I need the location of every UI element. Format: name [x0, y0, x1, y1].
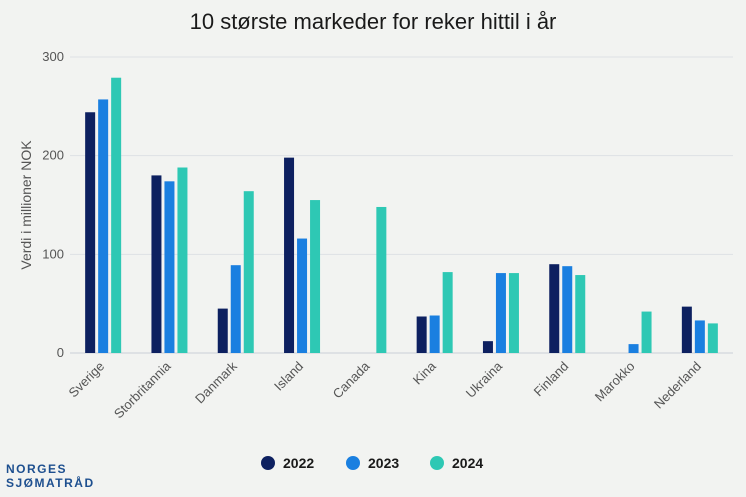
y-axis-label: Verdi i millioner NOK	[18, 140, 34, 270]
y-tick-label: 300	[42, 49, 64, 64]
x-tick-label: Ukraina	[463, 358, 506, 401]
bar-island-2022	[284, 157, 295, 353]
bar-island-2024	[310, 200, 321, 353]
bar-storbritannia-2023	[164, 181, 175, 353]
norges-sjomatrad-logo: NORGES SJØMATRÅD	[6, 462, 95, 490]
bar-nederland-2022	[681, 306, 692, 353]
legend-marker-2022	[261, 456, 275, 470]
bar-finland-2023	[562, 266, 573, 353]
legend-label-2023: 2023	[368, 455, 399, 471]
bar-storbritannia-2022	[151, 175, 162, 353]
legend-marker-2024	[430, 456, 444, 470]
bar-ukraina-2023	[495, 273, 506, 353]
x-tick-label: Nederland	[651, 359, 704, 412]
bar-kina-2022	[416, 316, 427, 353]
logo-line-2: SJØMATRÅD	[6, 476, 95, 490]
bar-marokko-2023	[628, 344, 639, 353]
x-tick-label: Danmark	[192, 358, 240, 406]
x-tick-label: Finland	[531, 359, 572, 400]
x-tick-label: Storbritannia	[111, 358, 174, 421]
logo-line-1: NORGES	[6, 462, 68, 476]
bar-sverige-2024	[111, 77, 122, 353]
bar-kina-2024	[442, 272, 453, 353]
legend-marker-2023	[346, 456, 360, 470]
x-tick-label: Island	[271, 359, 306, 394]
bar-island-2023	[297, 238, 308, 353]
legend-label-2022: 2022	[283, 455, 314, 471]
bar-nederland-2023	[694, 320, 705, 353]
bar-sverige-2023	[98, 99, 109, 353]
bar-kina-2023	[429, 315, 440, 353]
x-tick-label: Canada	[330, 358, 373, 401]
y-tick-label: 100	[42, 246, 64, 261]
bar-ukraina-2022	[482, 341, 493, 353]
y-tick-label: 200	[42, 148, 64, 163]
bar-danmark-2023	[230, 265, 241, 353]
x-tick-label: Kina	[410, 358, 440, 388]
bar-finland-2022	[549, 264, 560, 353]
y-tick-label: 0	[57, 345, 64, 360]
x-axis-ticks: Sverige Storbritannia Danmark Island Canada K…	[65, 358, 703, 421]
legend: 2022 2023 2024	[261, 455, 483, 471]
bar-sverige-2022	[85, 112, 96, 354]
bar-canada-2024	[376, 206, 387, 353]
bar-danmark-2022	[217, 308, 228, 353]
bar-nederland-2024	[707, 323, 718, 353]
legend-label-2024: 2024	[452, 455, 483, 471]
x-tick-label: Sverige	[65, 359, 107, 401]
bar-ukraina-2024	[508, 273, 519, 353]
bar-finland-2024	[575, 275, 586, 353]
x-tick-label: Marokko	[592, 359, 638, 405]
bars	[85, 77, 718, 354]
bar-danmark-2024	[243, 191, 254, 353]
y-axis-ticks: 0 100 200 300	[42, 49, 64, 360]
chart-title: 10 største markeder for reker hittil i å…	[190, 9, 557, 34]
bar-marokko-2024	[641, 311, 652, 353]
bar-storbritannia-2024	[177, 167, 188, 353]
